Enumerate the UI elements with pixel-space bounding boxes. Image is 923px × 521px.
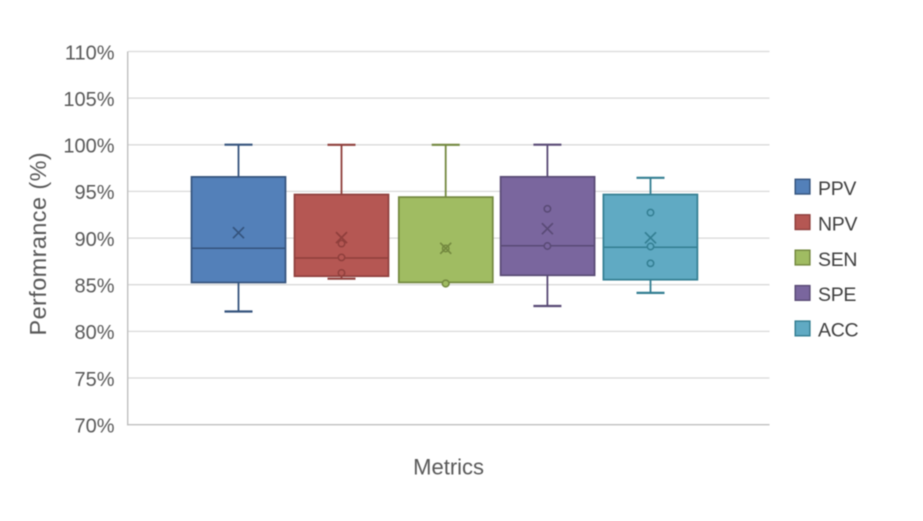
svg-text:100%: 100% xyxy=(63,136,114,158)
svg-text:85%: 85% xyxy=(74,276,114,298)
svg-text:ACC: ACC xyxy=(818,320,858,342)
svg-text:80%: 80% xyxy=(74,322,114,344)
svg-text:95%: 95% xyxy=(74,182,114,204)
svg-text:90%: 90% xyxy=(74,229,114,251)
svg-text:SPE: SPE xyxy=(818,284,856,306)
svg-text:PPV: PPV xyxy=(818,178,856,200)
svg-text:105%: 105% xyxy=(63,89,114,111)
svg-text:70%: 70% xyxy=(74,416,114,438)
svg-text:Metrics: Metrics xyxy=(413,455,484,480)
svg-text:110%: 110% xyxy=(65,42,115,64)
svg-text:NPV: NPV xyxy=(818,213,857,235)
svg-text:SEN: SEN xyxy=(818,249,857,271)
svg-text:Perfomrance (%): Perfomrance (%) xyxy=(25,152,51,336)
svg-text:75%: 75% xyxy=(74,369,114,391)
